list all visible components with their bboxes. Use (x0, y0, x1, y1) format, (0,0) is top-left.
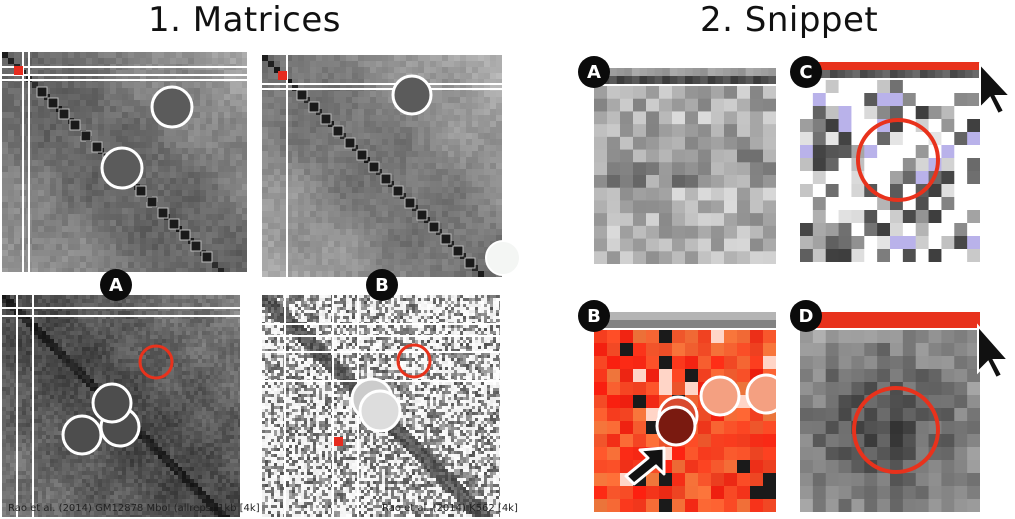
snippet-a[interactable] (594, 68, 776, 264)
snippet-c-badge: C (790, 56, 822, 88)
cursor-arrow-icon (979, 61, 1013, 116)
matrix-a-source-label: Rao et al. (2014) GM12878 MboI (allreps)… (8, 503, 260, 514)
snippet-b[interactable] (594, 312, 776, 512)
matrix-b-badge: B (366, 269, 398, 301)
snippet-title: 2. Snippet (700, 0, 879, 40)
snippet-c[interactable] (800, 62, 980, 262)
snippet-a-badge: A (578, 56, 610, 88)
matrix-b-bottom[interactable] (262, 295, 500, 517)
snippet-b-badge: B (578, 300, 610, 332)
pointer-arrow-icon (624, 446, 666, 486)
cursor-arrow-icon (977, 323, 1011, 380)
matrices-title: 1. Matrices (148, 0, 341, 40)
snippet-d[interactable] (800, 312, 980, 512)
snippet-d-badge: D (790, 300, 822, 332)
matrix-a-bottom[interactable] (2, 295, 240, 517)
matrix-b-source-label: Rao et al. (2014) K562 [4k] (382, 503, 518, 514)
matrix-b-top[interactable] (262, 55, 502, 277)
matrix-a-badge: A (100, 269, 132, 301)
matrix-a-top[interactable] (2, 52, 247, 272)
